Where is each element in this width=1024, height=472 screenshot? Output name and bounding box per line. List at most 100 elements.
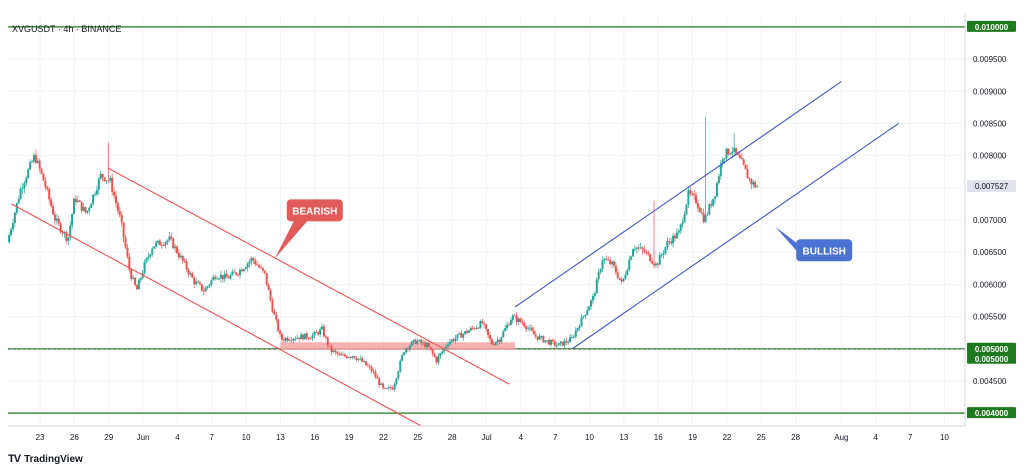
- candle-body: [149, 254, 152, 257]
- candle-body: [633, 249, 636, 250]
- candle-body: [395, 378, 398, 385]
- candle-body: [107, 180, 110, 182]
- x-tick-label: 16: [310, 433, 319, 442]
- candle-body: [513, 315, 516, 317]
- candle-body: [576, 327, 579, 331]
- candle-body: [294, 338, 297, 340]
- candle-body: [509, 320, 512, 325]
- candle-body: [227, 277, 230, 279]
- candle-body: [733, 147, 736, 152]
- candle-body: [685, 204, 688, 215]
- candle-body: [559, 341, 562, 344]
- x-tick-label: 25: [757, 433, 766, 442]
- candle-body: [259, 267, 262, 269]
- candle-body: [729, 153, 732, 155]
- candle-body: [313, 332, 316, 336]
- candle-body: [366, 365, 369, 367]
- candle-body: [448, 341, 451, 345]
- support-zone: [280, 342, 516, 351]
- candle-body: [132, 277, 135, 279]
- candle-body: [530, 327, 533, 331]
- candle-body: [176, 246, 179, 254]
- candle-body: [691, 193, 694, 195]
- callout-pointer: [774, 226, 819, 260]
- candle-body: [319, 329, 322, 335]
- candle-body: [334, 350, 337, 352]
- candle-body: [385, 388, 388, 389]
- candle-body: [50, 199, 53, 207]
- candle-body: [588, 306, 591, 311]
- candle-body: [508, 324, 511, 326]
- candle-body: [454, 338, 457, 342]
- x-tick-label: 7: [908, 433, 913, 442]
- candle-body: [702, 212, 705, 223]
- candle-body: [76, 200, 79, 203]
- candle-body: [742, 159, 745, 165]
- candle-body: [542, 336, 545, 343]
- candle-body: [376, 376, 379, 379]
- candle-body: [502, 331, 505, 338]
- candle-body: [177, 253, 180, 258]
- candle-body: [342, 354, 345, 356]
- candle-body: [193, 277, 196, 285]
- bearish-channel-lower: [11, 203, 422, 427]
- candle-body: [488, 334, 491, 340]
- candle-body: [609, 260, 612, 265]
- candle-body: [681, 222, 684, 225]
- candle-body: [296, 337, 299, 339]
- candle-body: [267, 284, 270, 291]
- candle-body: [189, 273, 192, 275]
- candle-body: [78, 200, 81, 202]
- candle-body: [363, 361, 366, 362]
- candle-body: [548, 340, 551, 345]
- candle-body: [643, 249, 646, 253]
- candle-body: [235, 272, 238, 275]
- level-label: 0.005000: [975, 355, 1009, 364]
- candle-body: [549, 340, 552, 345]
- x-tick-label: Jul: [481, 433, 491, 442]
- candle-body: [200, 284, 203, 291]
- candle-body: [586, 310, 589, 315]
- callout-pointer: [274, 219, 309, 259]
- candle-body: [250, 258, 253, 262]
- candle-body: [286, 337, 289, 341]
- candle-body: [399, 360, 402, 372]
- candle-body: [364, 361, 367, 366]
- time-axis[interactable]: 23 26 29 Jun 4 7 10 13 16 19 22 25 28 Jul 4 7 10 13 16 19 22…: [36, 433, 950, 442]
- tradingview-brand[interactable]: TV TradingView: [8, 453, 83, 465]
- candle-body: [624, 275, 627, 279]
- x-tick-label: 22: [722, 433, 731, 442]
- candle-body: [616, 272, 619, 279]
- candle-body: [361, 358, 364, 362]
- candle-body: [391, 388, 394, 390]
- candle-body: [168, 236, 171, 241]
- x-tick-label: 7: [553, 433, 558, 442]
- candle-body: [74, 198, 77, 203]
- candle-body: [166, 240, 169, 243]
- candle-body: [456, 334, 459, 339]
- x-tick-label: 23: [36, 433, 45, 442]
- candle-body: [404, 348, 407, 353]
- candle-body: [498, 340, 501, 343]
- candle-body: [561, 341, 564, 346]
- candle-body: [672, 235, 675, 244]
- candle-body: [330, 346, 333, 352]
- candle-body: [689, 190, 692, 194]
- candle-body: [44, 180, 47, 188]
- horizontal-levels: [8, 26, 965, 414]
- candle-body: [446, 344, 449, 347]
- candle-body: [515, 315, 518, 322]
- candle-body: [357, 358, 360, 360]
- candle-body: [715, 183, 718, 197]
- candle-body: [324, 336, 327, 338]
- candle-body: [452, 339, 455, 342]
- candle-body: [97, 178, 100, 191]
- y-tick-label: 0.007000: [973, 216, 1007, 225]
- candle-body: [744, 164, 747, 170]
- candle-body: [710, 204, 713, 206]
- candle-body: [401, 354, 404, 361]
- candle-body: [185, 261, 188, 270]
